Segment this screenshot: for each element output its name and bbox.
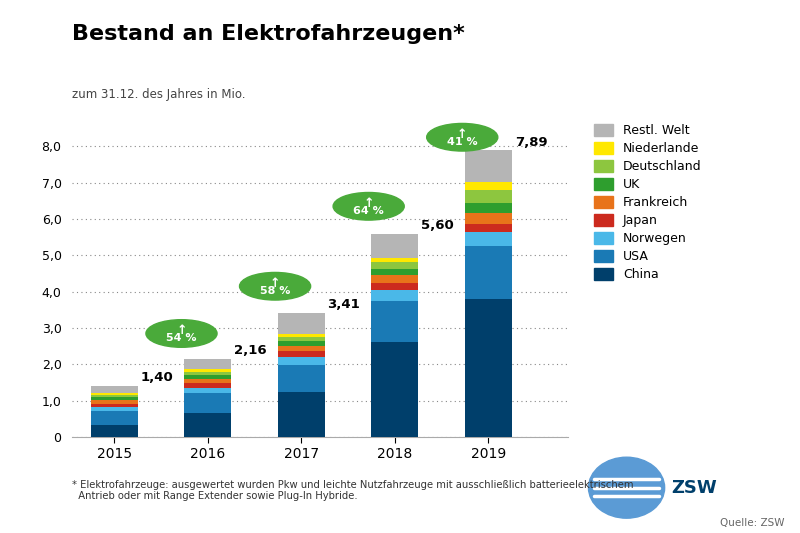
Bar: [371, 257, 418, 262]
Bar: [278, 346, 325, 351]
Bar: [371, 233, 418, 257]
Bar: [90, 393, 138, 395]
Bar: [184, 383, 231, 388]
Text: 3,41: 3,41: [327, 298, 360, 311]
Bar: [278, 313, 325, 334]
Bar: [371, 342, 418, 437]
Bar: [90, 400, 138, 403]
Text: ↑: ↑: [270, 277, 280, 290]
Bar: [90, 395, 138, 397]
Text: 41 %: 41 %: [447, 136, 478, 147]
Bar: [278, 337, 325, 341]
Bar: [278, 365, 325, 392]
Bar: [371, 276, 418, 282]
Text: 2,16: 2,16: [234, 344, 266, 357]
Text: zum 31.12. des Jahres in Mio.: zum 31.12. des Jahres in Mio.: [72, 88, 246, 101]
Text: 54 %: 54 %: [166, 333, 197, 343]
Bar: [371, 269, 418, 276]
Circle shape: [146, 320, 217, 348]
Bar: [371, 282, 418, 290]
Bar: [465, 298, 512, 437]
Bar: [184, 379, 231, 383]
Legend: Restl. Welt, Niederlande, Deutschland, UK, Frankreich, Japan, Norwegen, USA, Chi: Restl. Welt, Niederlande, Deutschland, U…: [594, 124, 702, 281]
Bar: [465, 190, 512, 203]
Bar: [278, 334, 325, 337]
Circle shape: [333, 192, 404, 220]
Bar: [278, 357, 325, 365]
Bar: [465, 224, 512, 232]
Ellipse shape: [589, 457, 665, 518]
Bar: [184, 388, 231, 393]
Bar: [465, 150, 512, 182]
Text: 1,40: 1,40: [140, 372, 173, 384]
Text: ↑: ↑: [176, 324, 186, 337]
Bar: [465, 232, 512, 246]
Bar: [90, 397, 138, 400]
Circle shape: [239, 272, 310, 300]
Bar: [278, 351, 325, 357]
Bar: [371, 301, 418, 342]
Bar: [278, 392, 325, 437]
Text: ZSW: ZSW: [671, 479, 717, 497]
Bar: [90, 425, 138, 437]
Bar: [184, 375, 231, 379]
Bar: [90, 410, 138, 425]
Bar: [278, 341, 325, 346]
Text: 5,60: 5,60: [421, 219, 454, 232]
Text: 64 %: 64 %: [354, 206, 384, 216]
Bar: [465, 182, 512, 190]
Bar: [371, 290, 418, 301]
Bar: [184, 359, 231, 369]
Bar: [465, 203, 512, 213]
Text: 58 %: 58 %: [260, 286, 290, 296]
Text: * Elektrofahrzeuge: ausgewertet wurden Pkw und leichte Nutzfahrzeuge mit ausschl: * Elektrofahrzeuge: ausgewertet wurden P…: [72, 480, 634, 502]
Bar: [184, 393, 231, 414]
Bar: [184, 369, 231, 372]
Bar: [184, 372, 231, 375]
Text: ↑: ↑: [457, 128, 467, 141]
Text: ↑: ↑: [363, 197, 374, 210]
Text: Quelle: ZSW: Quelle: ZSW: [719, 518, 784, 528]
Bar: [90, 407, 138, 410]
Circle shape: [426, 124, 498, 151]
Bar: [371, 262, 418, 269]
Text: Bestand an Elektrofahrzeugen*: Bestand an Elektrofahrzeugen*: [72, 24, 465, 44]
Text: 7,89: 7,89: [514, 135, 547, 149]
Bar: [90, 403, 138, 407]
Bar: [90, 386, 138, 393]
Bar: [184, 414, 231, 437]
Bar: [465, 246, 512, 298]
Bar: [465, 213, 512, 224]
